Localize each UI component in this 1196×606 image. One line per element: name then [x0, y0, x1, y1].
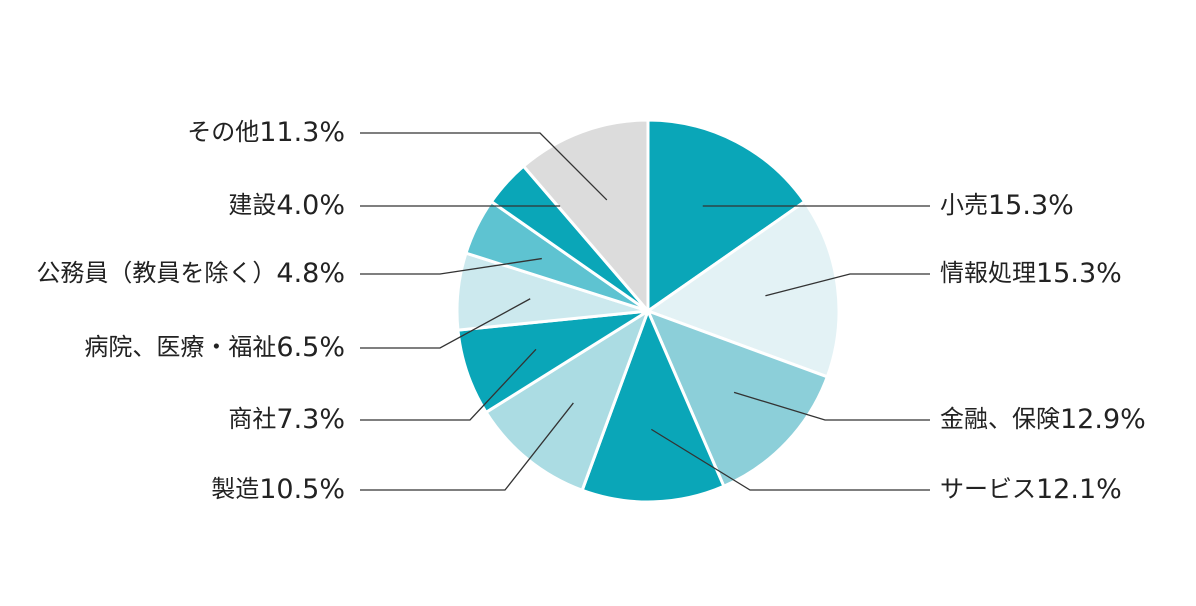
pie-slice [644, 199, 841, 379]
category-label: 商社 [228, 405, 276, 433]
value-label: 4.0% [276, 190, 345, 221]
slice-label: 製造10.5% [211, 474, 345, 505]
category-label: 建設 [228, 191, 276, 219]
slice-label: 公務員（教員を除く）4.8% [36, 258, 345, 289]
slice-label: サービス12.1% [940, 474, 1122, 505]
pie-slice [484, 307, 651, 493]
slice-label: 商社7.3% [228, 404, 345, 435]
slice-label: 情報処理15.3% [940, 258, 1122, 289]
leader-line [360, 402, 574, 491]
slice-label: 建設4.0% [228, 190, 345, 221]
leader-line [651, 428, 930, 491]
value-label: 15.3% [1036, 258, 1122, 289]
value-label: 11.3% [259, 117, 345, 148]
pie-slice [521, 118, 650, 316]
leader-line [733, 391, 930, 421]
pie-slice [645, 308, 830, 489]
category-label: 小売 [940, 191, 988, 219]
category-label: サービス [940, 475, 1036, 503]
category-label: 金融、保険 [940, 405, 1060, 433]
leader-line [360, 298, 531, 349]
value-label: 4.8% [276, 258, 345, 289]
category-label: その他 [187, 118, 259, 146]
leader-line [360, 348, 537, 421]
value-label: 7.3% [276, 404, 345, 435]
pie-slice [580, 306, 726, 504]
category-label: 製造 [211, 475, 259, 503]
category-label: 病院、医療・福祉 [84, 333, 276, 361]
slice-label: 小売15.3% [940, 190, 1074, 221]
value-label: 12.9% [1060, 404, 1146, 435]
value-label: 15.3% [988, 190, 1074, 221]
leader-line [765, 273, 930, 297]
category-label: 公務員（教員を除く） [36, 259, 276, 287]
value-label: 6.5% [276, 332, 345, 363]
leader-line [360, 132, 608, 201]
slice-label: 金融、保険12.9% [940, 404, 1146, 435]
category-label: 情報処理 [940, 259, 1036, 287]
value-label: 10.5% [259, 474, 345, 505]
leader-line [360, 257, 542, 275]
pie-slice [646, 118, 807, 314]
slice-label: 病院、医療・福祉6.5% [84, 332, 345, 363]
slice-label: その他11.3% [187, 117, 345, 148]
value-label: 12.1% [1036, 474, 1122, 505]
